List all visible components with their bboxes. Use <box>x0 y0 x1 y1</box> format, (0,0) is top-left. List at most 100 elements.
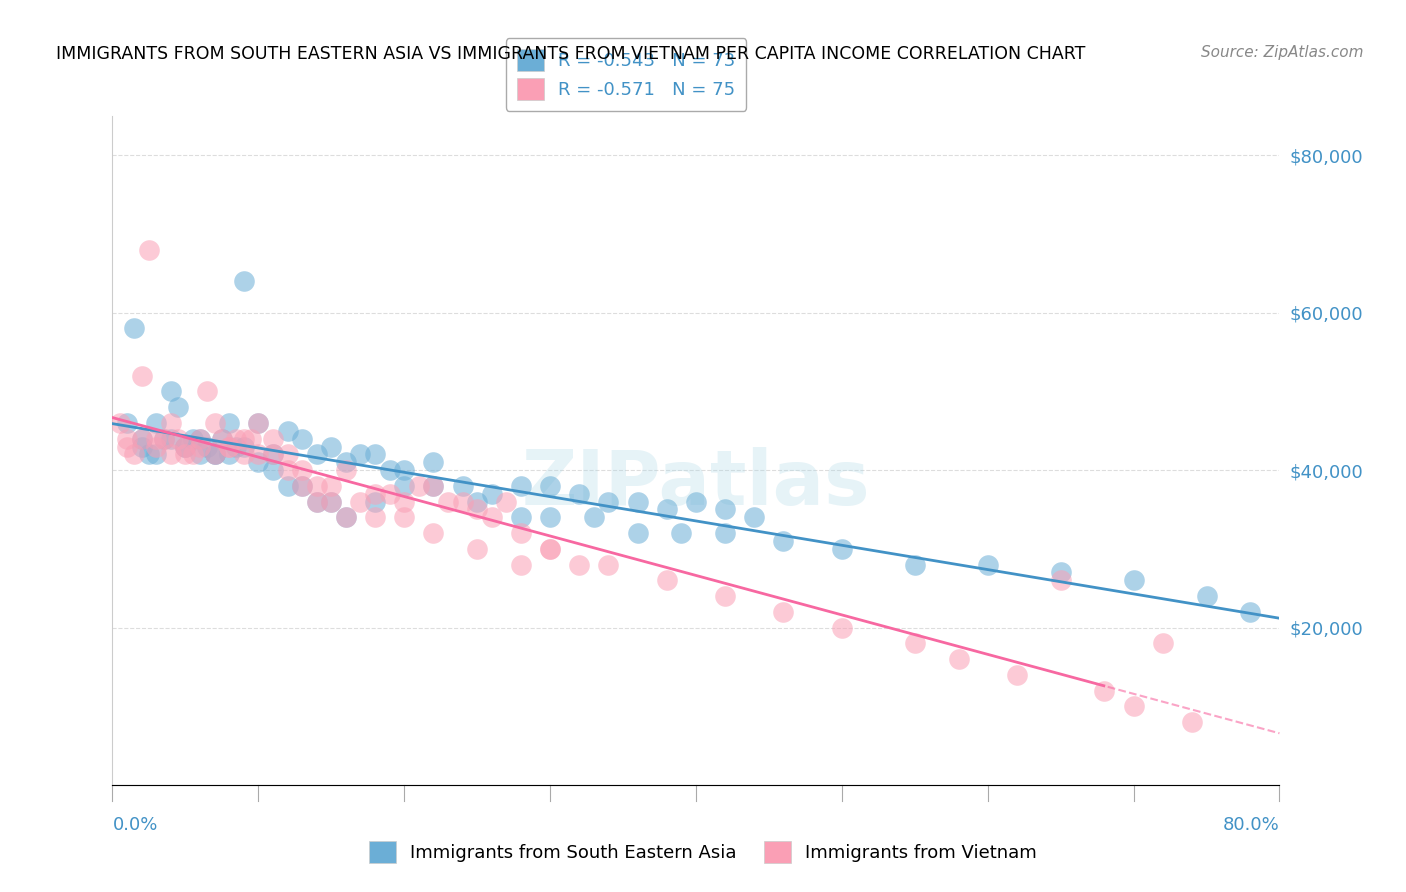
Point <box>394 479 416 493</box>
Point <box>160 432 183 446</box>
Point <box>1049 566 1071 580</box>
Point <box>627 526 650 541</box>
Point <box>335 510 357 524</box>
Point <box>685 494 707 508</box>
Point <box>437 494 460 508</box>
Point <box>481 487 503 501</box>
Point <box>305 494 328 508</box>
Point <box>481 510 503 524</box>
Point <box>188 432 211 446</box>
Point <box>714 502 737 516</box>
Point <box>1049 574 1071 588</box>
Point <box>204 447 226 461</box>
Point <box>422 455 444 469</box>
Point <box>276 463 298 477</box>
Point <box>1239 605 1261 619</box>
Point <box>772 605 794 619</box>
Point <box>204 447 226 461</box>
Point <box>394 463 416 477</box>
Point <box>509 558 531 572</box>
Point <box>167 400 190 414</box>
Point <box>598 494 620 508</box>
Point <box>305 494 328 508</box>
Point <box>378 487 401 501</box>
Point <box>247 416 270 430</box>
Point <box>232 274 254 288</box>
Point <box>131 432 153 446</box>
Text: ZIPatlas: ZIPatlas <box>522 447 870 521</box>
Point <box>568 558 591 572</box>
Point <box>321 494 343 508</box>
Point <box>364 487 387 501</box>
Point <box>188 447 211 461</box>
Point <box>115 432 138 446</box>
Point <box>195 440 218 454</box>
Point <box>495 494 517 508</box>
Point <box>509 526 531 541</box>
Point <box>218 440 240 454</box>
Point <box>174 440 197 454</box>
Point <box>1195 589 1218 603</box>
Text: 0.0%: 0.0% <box>112 815 157 833</box>
Point <box>509 510 531 524</box>
Point <box>598 558 620 572</box>
Point <box>225 432 247 446</box>
Point <box>349 447 371 461</box>
Point <box>247 416 270 430</box>
Point <box>465 502 488 516</box>
Point <box>538 510 561 524</box>
Point <box>408 479 430 493</box>
Point <box>276 447 298 461</box>
Point <box>1152 636 1174 650</box>
Point <box>422 479 444 493</box>
Point <box>188 432 211 446</box>
Point <box>335 510 357 524</box>
Text: IMMIGRANTS FROM SOUTH EASTERN ASIA VS IMMIGRANTS FROM VIETNAM PER CAPITA INCOME : IMMIGRANTS FROM SOUTH EASTERN ASIA VS IM… <box>56 45 1085 62</box>
Point <box>211 432 233 446</box>
Point <box>378 463 401 477</box>
Point <box>364 510 387 524</box>
Point <box>714 526 737 541</box>
Point <box>115 440 138 454</box>
Point <box>247 447 270 461</box>
Point <box>904 558 927 572</box>
Point <box>831 621 853 635</box>
Point <box>195 384 218 399</box>
Point <box>145 447 167 461</box>
Point <box>225 440 247 454</box>
Point <box>145 432 167 446</box>
Point <box>218 416 240 430</box>
Point <box>145 440 167 454</box>
Point <box>174 440 197 454</box>
Point <box>232 440 254 454</box>
Point <box>538 479 561 493</box>
Point <box>138 447 160 461</box>
Point <box>394 494 416 508</box>
Point <box>831 541 853 556</box>
Point <box>174 447 197 461</box>
Point <box>904 636 927 650</box>
Point <box>451 494 474 508</box>
Point <box>394 510 416 524</box>
Point <box>742 510 765 524</box>
Point <box>1122 574 1144 588</box>
Point <box>948 652 970 666</box>
Point <box>305 447 328 461</box>
Point <box>262 447 284 461</box>
Point <box>276 479 298 493</box>
Point <box>218 447 240 461</box>
Point <box>568 487 591 501</box>
Point <box>152 432 174 446</box>
Point <box>451 479 474 493</box>
Text: 80.0%: 80.0% <box>1223 815 1279 833</box>
Point <box>321 440 343 454</box>
Point <box>582 510 605 524</box>
Point <box>218 440 240 454</box>
Point <box>538 541 561 556</box>
Point <box>671 526 693 541</box>
Point <box>422 479 444 493</box>
Point <box>1005 667 1028 681</box>
Point <box>422 526 444 541</box>
Point <box>204 416 226 430</box>
Point <box>291 432 314 446</box>
